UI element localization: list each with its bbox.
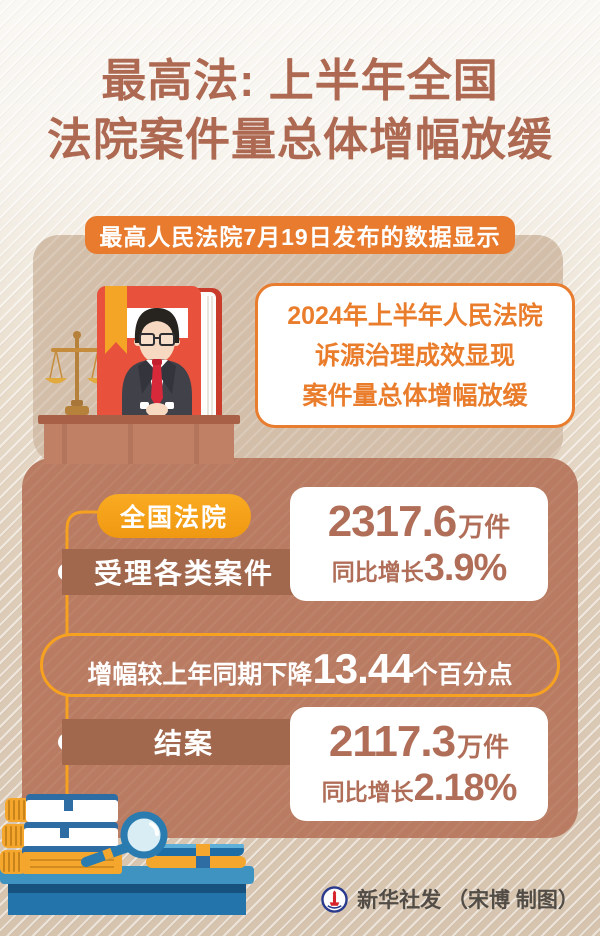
stat-value: 2117.3 — [328, 716, 456, 766]
title-line-2: 法院案件量总体增幅放缓 — [46, 113, 553, 165]
note-value: 13.44 — [312, 645, 413, 692]
growth-value: 2.18% — [413, 767, 518, 810]
stat-growth-line: 同比增长 3.9% — [331, 547, 508, 591]
xinhua-logo-icon — [321, 885, 348, 913]
growth-prefix: 同比增长 — [331, 559, 424, 586]
title-line-1: 最高法: 上半年全国 — [101, 55, 499, 106]
stat-value: 2317.6 — [327, 496, 458, 546]
judge-bench — [38, 415, 240, 464]
stat-unit: 万件 — [458, 511, 511, 542]
book-stack-icon — [0, 794, 122, 874]
credit-text: 新华社发 （宋博 制图） — [357, 889, 579, 912]
stat-value-line: 2317.6 万件 — [328, 497, 511, 548]
stat-value-line: 2117.3 万件 — [329, 717, 509, 768]
stat-unit: 万件 — [457, 731, 510, 762]
row-label-closed: 结案 — [62, 719, 306, 765]
stat-card-closed: 2117.3 万件 同比增长 2.18% — [290, 707, 548, 821]
scope-badge: 全国法院 — [97, 494, 251, 538]
judge-illustration — [38, 286, 240, 464]
row-label-accepted: 受理各类案件 — [62, 549, 306, 595]
page-title: 最高法: 上半年全国 法院案件量总体增幅放缓 — [0, 52, 600, 169]
source-badge: 最高人民法院7月19日发布的数据显示 — [85, 216, 515, 254]
summary-box: 2024年上半年人民法院 诉源治理成效显现 案件量总体增幅放缓 — [255, 283, 575, 428]
credit-line: 新华社发 （宋博 制图） — [300, 884, 600, 914]
summary-line-1: 2024年上半年人民法院 — [287, 301, 543, 330]
note-prefix: 增幅较上年同期下降 — [87, 661, 313, 689]
books-magnifier-illustration — [0, 794, 254, 915]
summary-line-3: 案件量总体增幅放缓 — [302, 381, 528, 410]
summary-line-2: 诉源治理成效显现 — [314, 341, 515, 370]
stat-card-accepted: 2317.6 万件 同比增长 3.9% — [290, 487, 548, 601]
stat-growth-line: 同比增长 2.18% — [321, 767, 518, 811]
growth-value: 3.9% — [423, 547, 508, 590]
note-suffix: 个百分点 — [412, 661, 513, 689]
growth-prefix: 同比增长 — [321, 779, 414, 806]
change-note-pill: 增幅较上年同期下降 13.44 个百分点 — [40, 633, 560, 697]
